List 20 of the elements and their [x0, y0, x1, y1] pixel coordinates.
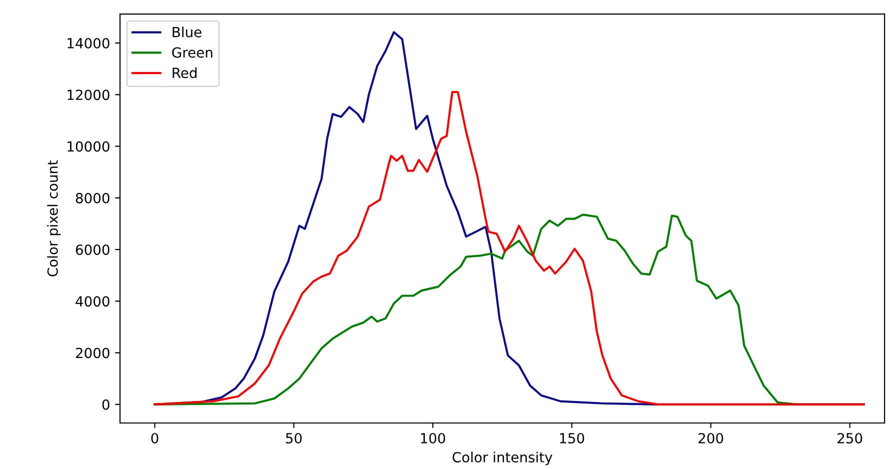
y-tick-label: 2000	[76, 348, 110, 358]
y-axis-title: Color pixel count	[47, 160, 61, 276]
x-tick-label: 50	[286, 432, 302, 444]
legend-label: Green	[172, 47, 212, 58]
y-tick-label: 10000	[68, 141, 110, 152]
x-tick-label: 150	[560, 432, 584, 444]
line-series	[154, 91, 865, 406]
y-tick-label: 8000	[76, 192, 110, 204]
x-axis-title: Color intensity	[452, 452, 552, 466]
legend-label: Blue	[172, 26, 202, 38]
y-tick-label: 14000	[68, 38, 110, 48]
x-tick-label: 250	[838, 432, 862, 444]
x-tick-label: 200	[698, 432, 724, 444]
y-tick-label: 6000	[76, 244, 110, 255]
x-tick-label: 100	[421, 432, 446, 444]
y-tick-label: 12000	[68, 90, 110, 100]
y-tick-label: 4000	[76, 296, 110, 307]
y-tick-label: 0	[102, 399, 110, 410]
x-tick-label: 0	[151, 432, 158, 444]
legend-label: Red	[172, 67, 197, 78]
